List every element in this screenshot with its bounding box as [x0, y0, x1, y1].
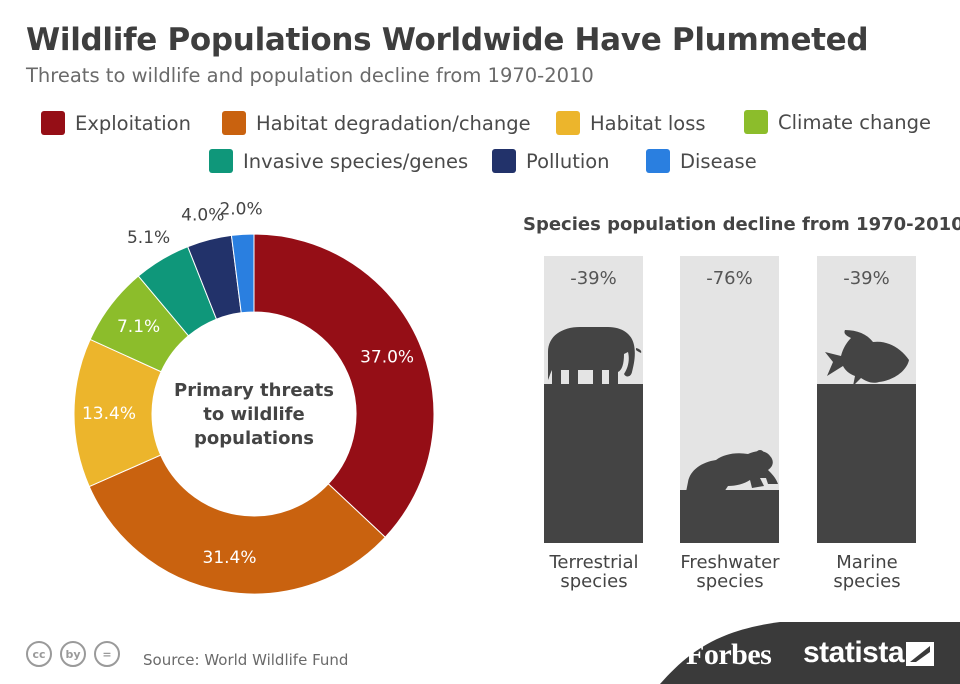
legend-item: Habitat loss: [556, 111, 706, 135]
legend-label: Habitat degradation/change: [256, 111, 531, 135]
donut-value-label: 5.1%: [127, 228, 170, 248]
legend-label: Invasive species/genes: [243, 149, 469, 173]
donut-chart: 37.0% 31.4% 13.4% 7.1% 5.1% 4.0%2.0% Primary t…: [73, 199, 435, 595]
bar-category-line: species: [696, 571, 764, 592]
bar-value-label: -76%: [706, 268, 753, 289]
donut-center-label: populations: [194, 428, 314, 449]
statista-mark-icon: [906, 642, 934, 666]
legend-item: Habitat degradation/change: [222, 111, 531, 135]
legend-label: Climate change: [778, 110, 932, 134]
bar-column-marine: -39%: [817, 256, 916, 543]
page-subtitle: Threats to wildlife and population decli…: [26, 64, 594, 87]
legend-swatch: [209, 149, 233, 173]
bar-fill-terrestrial: [544, 384, 643, 543]
bar-category-line: Marine: [836, 552, 898, 573]
donut-center-label: to wildlife: [203, 404, 304, 425]
bar-value-label: -39%: [570, 268, 617, 289]
donut-value-label: 13.4%: [82, 404, 136, 424]
forbes-logo[interactable]: Forbes: [686, 638, 772, 671]
donut-value-label: 2.0%: [219, 199, 262, 219]
legend-label: Habitat loss: [590, 111, 706, 135]
donut-slice: [253, 233, 435, 538]
donut-value-label: 31.4%: [203, 548, 257, 568]
fish-icon: [825, 330, 909, 386]
bar-category-line: Terrestrial: [549, 552, 639, 573]
legend-swatch: [41, 111, 65, 135]
bar-fill-marine: [817, 384, 916, 543]
donut-value-label: 4.0%: [181, 205, 224, 225]
legend-swatch: [744, 110, 768, 134]
legend-item: Climate change: [744, 110, 931, 134]
bar-category-line: species: [560, 571, 628, 592]
license-icons: cc by =: [26, 641, 120, 667]
bar-category-label: Freshwater species: [660, 553, 800, 591]
bar-category-line: Freshwater: [680, 552, 780, 573]
bar-category-label: Marine species: [797, 553, 937, 591]
legend-swatch: [222, 111, 246, 135]
donut-slice: [230, 233, 255, 314]
no-derivatives-icon[interactable]: =: [94, 641, 120, 667]
bar-fill-freshwater: [680, 490, 779, 543]
legend-label: Exploitation: [75, 111, 191, 135]
donut-slice: [88, 454, 386, 595]
frog-icon: [686, 450, 778, 492]
elephant-icon: [548, 327, 642, 384]
legend-swatch: [556, 111, 580, 135]
legend-item: Disease: [646, 149, 757, 173]
attribution-icon[interactable]: by: [60, 641, 86, 667]
legend-item: Invasive species/genes: [209, 149, 468, 173]
legend-label: Pollution: [526, 149, 610, 173]
bar-column-freshwater: -76%: [680, 256, 779, 543]
source-note: Source: World Wildlife Fund: [143, 651, 349, 669]
bar-category-label: Terrestrial species: [524, 553, 664, 591]
bar-chart-title: Species population decline from 1970-201…: [523, 214, 960, 235]
cc-icon[interactable]: cc: [26, 641, 52, 667]
legend-item: Exploitation: [41, 111, 191, 135]
donut-center-label: Primary threats: [174, 380, 334, 401]
page-title: Wildlife Populations Worldwide Have Plum…: [26, 22, 869, 58]
legend-swatch: [646, 149, 670, 173]
statista-logo[interactable]: statista: [803, 636, 905, 669]
legend-item: Pollution: [492, 149, 610, 173]
donut-value-label: 7.1%: [117, 317, 160, 337]
bar-category-line: species: [833, 571, 901, 592]
bar-value-label: -39%: [843, 268, 890, 289]
bar-column-terrestrial: -39%: [544, 256, 643, 543]
donut-value-label: 37.0%: [360, 347, 414, 367]
legend-label: Disease: [680, 149, 757, 173]
legend-swatch: [492, 149, 516, 173]
